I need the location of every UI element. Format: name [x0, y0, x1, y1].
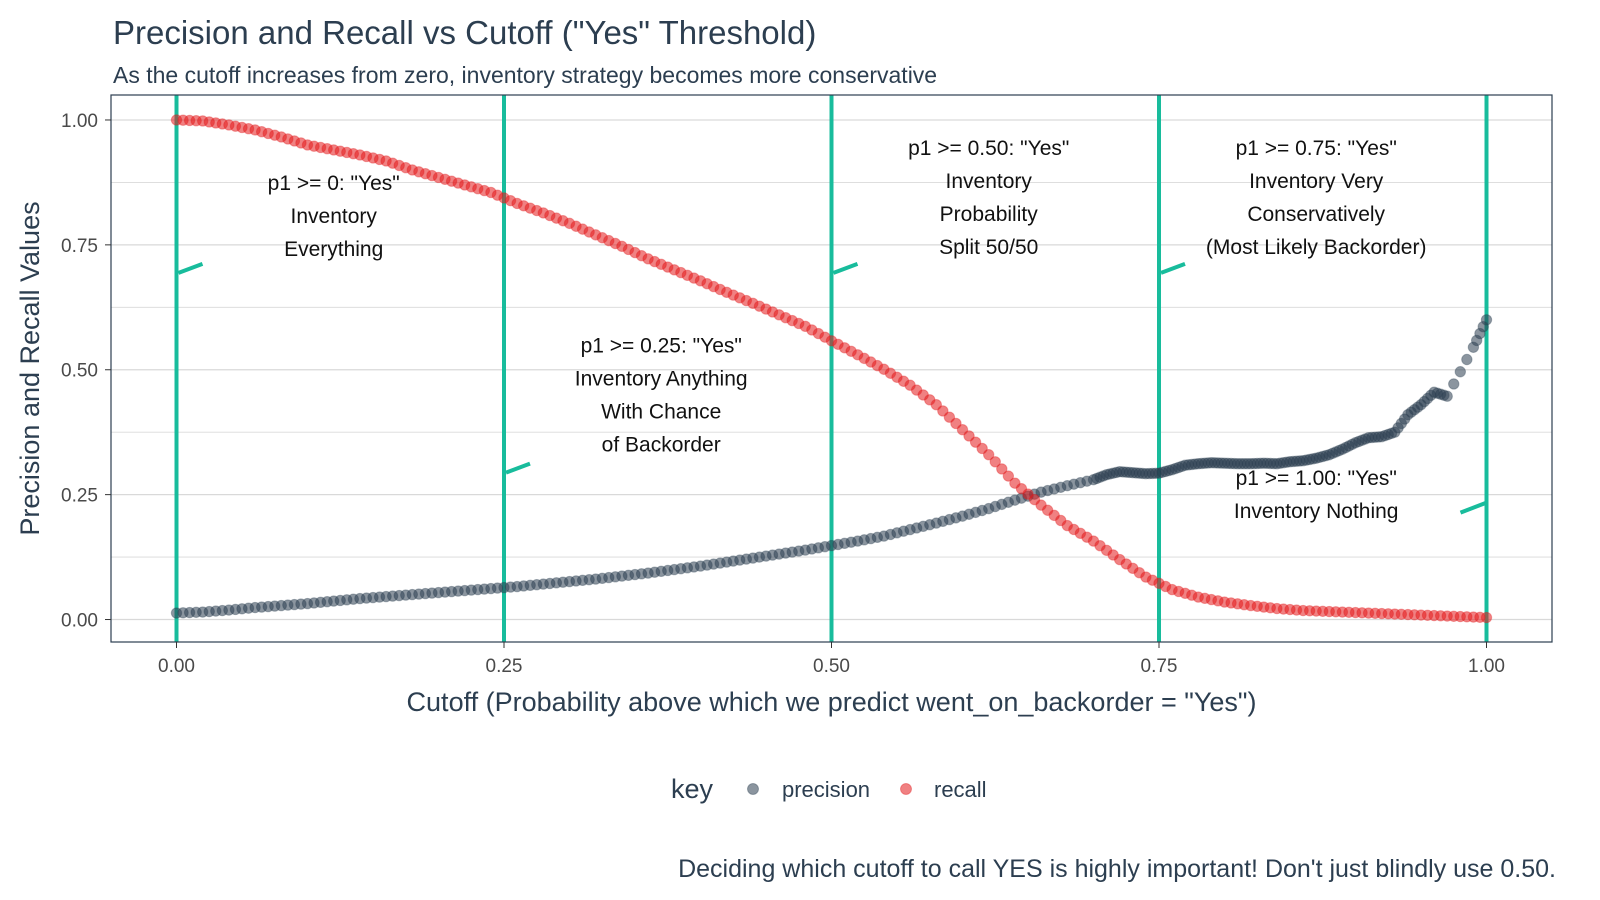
- y-tick-label: 0.75: [61, 236, 98, 257]
- annotations: p1 >= 0: "Yes" Inventory Everything p1 >= 0…: [268, 137, 1427, 523]
- legend-title: key: [671, 774, 714, 804]
- annotation-line: p1 >= 0: "Yes": [268, 172, 400, 195]
- y-tick-label: 0.50: [61, 361, 98, 382]
- x-axis-title: Cutoff (Probability above which we predi…: [407, 687, 1257, 717]
- cutoff-slash: [1459, 500, 1488, 515]
- cutoff-lines: [174, 95, 1489, 642]
- annotation-line: of Backorder: [602, 434, 721, 457]
- x-tick-label: 0.50: [813, 656, 850, 677]
- legend-label-recall: recall: [934, 777, 987, 802]
- recall-point: [950, 417, 962, 430]
- y-tick-label: 0.25: [61, 486, 98, 507]
- recall-point: [983, 448, 995, 461]
- cutoff-slash: [832, 261, 859, 275]
- annotation-line: With Chance: [601, 401, 721, 424]
- annotation-line: Inventory: [291, 205, 378, 228]
- precision-point: [1454, 366, 1467, 378]
- y-tick-label: 1.00: [61, 111, 98, 132]
- precision-point: [1461, 353, 1473, 366]
- annotation-line: Split 50/50: [939, 236, 1038, 259]
- recall-point: [989, 456, 1001, 468]
- recall-point: [937, 405, 949, 417]
- annotation-line: Conservatively: [1247, 203, 1385, 226]
- recall-point: [1480, 611, 1493, 624]
- precision-point: [1441, 390, 1453, 402]
- annotation-line: Inventory: [946, 170, 1033, 193]
- legend-key-precision: [747, 783, 759, 795]
- annotation-line: p1 >= 0.50: "Yes": [908, 137, 1069, 160]
- recall-point: [963, 430, 975, 442]
- annotation-line: Probability: [940, 203, 1039, 226]
- recall-point: [930, 399, 942, 411]
- x-axis-ticks: 0.00 0.25 0.50 0.75 1.00: [158, 642, 1505, 677]
- recall-point: [969, 436, 982, 448]
- y-tick-label: 0.00: [61, 611, 98, 632]
- x-tick-label: 0.00: [158, 656, 195, 677]
- precision-point: [1480, 314, 1493, 326]
- cutoff-slash: [177, 261, 204, 275]
- x-tick-label: 0.75: [1141, 656, 1178, 677]
- annotation-line: Everything: [284, 238, 383, 261]
- annotation-line: Inventory Anything: [575, 368, 748, 391]
- annotation-line: (Most Likely Backorder): [1206, 236, 1427, 259]
- chart-title: Precision and Recall vs Cutoff ("Yes" Th…: [113, 14, 817, 51]
- annotation-line: Inventory Nothing: [1234, 500, 1399, 523]
- annotation-line: p1 >= 0.75: "Yes": [1236, 137, 1397, 160]
- legend-key-recall: [900, 783, 912, 795]
- recall-point: [956, 423, 969, 436]
- annotation-line: Inventory Very: [1249, 170, 1384, 193]
- chart-subtitle: As the cutoff increases from zero, inven…: [113, 62, 938, 88]
- x-tick-label: 1.00: [1468, 656, 1505, 677]
- annotation-line: p1 >= 0.25: "Yes": [581, 335, 742, 358]
- recall-point: [996, 463, 1008, 475]
- cutoff-slash: [505, 461, 531, 475]
- y-axis-ticks: 0.00 0.25 0.50 0.75 1.00: [61, 111, 111, 632]
- data-points: [170, 114, 1493, 624]
- annotation-line: p1 >= 1.00: "Yes": [1236, 467, 1397, 490]
- y-axis-title: Precision and Recall Values: [15, 201, 45, 535]
- x-tick-label: 0.25: [486, 656, 523, 677]
- chart-caption: Deciding which cutoff to call YES is hig…: [678, 855, 1556, 883]
- precision-point: [1448, 378, 1460, 390]
- legend-label-precision: precision: [782, 777, 870, 802]
- recall-point: [1002, 470, 1015, 482]
- cutoff-slash: [1160, 261, 1186, 275]
- recall-point: [976, 442, 988, 455]
- recall-point: [943, 411, 956, 423]
- legend: key precision recall: [671, 774, 987, 804]
